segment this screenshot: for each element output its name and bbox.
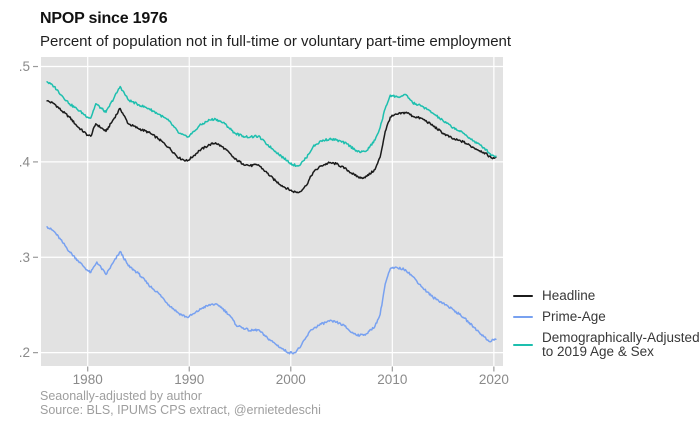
chart-subtitle: Percent of population not in full-time o… <box>40 33 512 50</box>
x-tick-label: 1990 <box>174 372 204 387</box>
legend-item-headline: Headline <box>513 289 700 303</box>
footer-note: Seaonally-adjusted by author <box>40 389 202 403</box>
y-tick-label: .2 <box>19 345 30 360</box>
legend-label-prime-age: Prime-Age <box>542 309 606 324</box>
legend-swatch-headline <box>513 295 533 297</box>
chart-title: NPOP since 1976 <box>40 10 168 27</box>
y-tick-label: .5 <box>19 59 30 74</box>
y-tick-label: .4 <box>19 154 31 169</box>
series-line-headline <box>46 99 497 194</box>
legend-label-headline: Headline <box>542 288 596 303</box>
legend-swatch-demo-adjusted <box>513 344 533 346</box>
legend-item-prime-age: Prime-Age <box>513 310 700 324</box>
y-tick-label: .3 <box>19 250 30 265</box>
x-tick-label: 2020 <box>479 372 509 387</box>
footer-source: Source: BLS, IPUMS CPS extract, @erniete… <box>40 402 321 417</box>
series-line-demographically-adjusted <box>46 81 497 168</box>
legend: Headline Prime-Age Demographically-Adjus… <box>513 289 700 359</box>
x-tick-label: 2000 <box>276 372 306 387</box>
legend-item-demo-adjusted: Demographically-Adjusted to 2019 Age & S… <box>513 331 700 359</box>
footer: Seaonally-adjusted by author Source: BLS… <box>40 389 321 417</box>
x-tick-label: 2010 <box>377 372 407 387</box>
x-tick-label: 1980 <box>73 372 103 387</box>
legend-label-demo-adjusted: Demographically-Adjusted to 2019 Age & S… <box>542 330 700 359</box>
series-line-prime-age <box>46 226 497 355</box>
legend-swatch-prime-age <box>513 316 533 318</box>
